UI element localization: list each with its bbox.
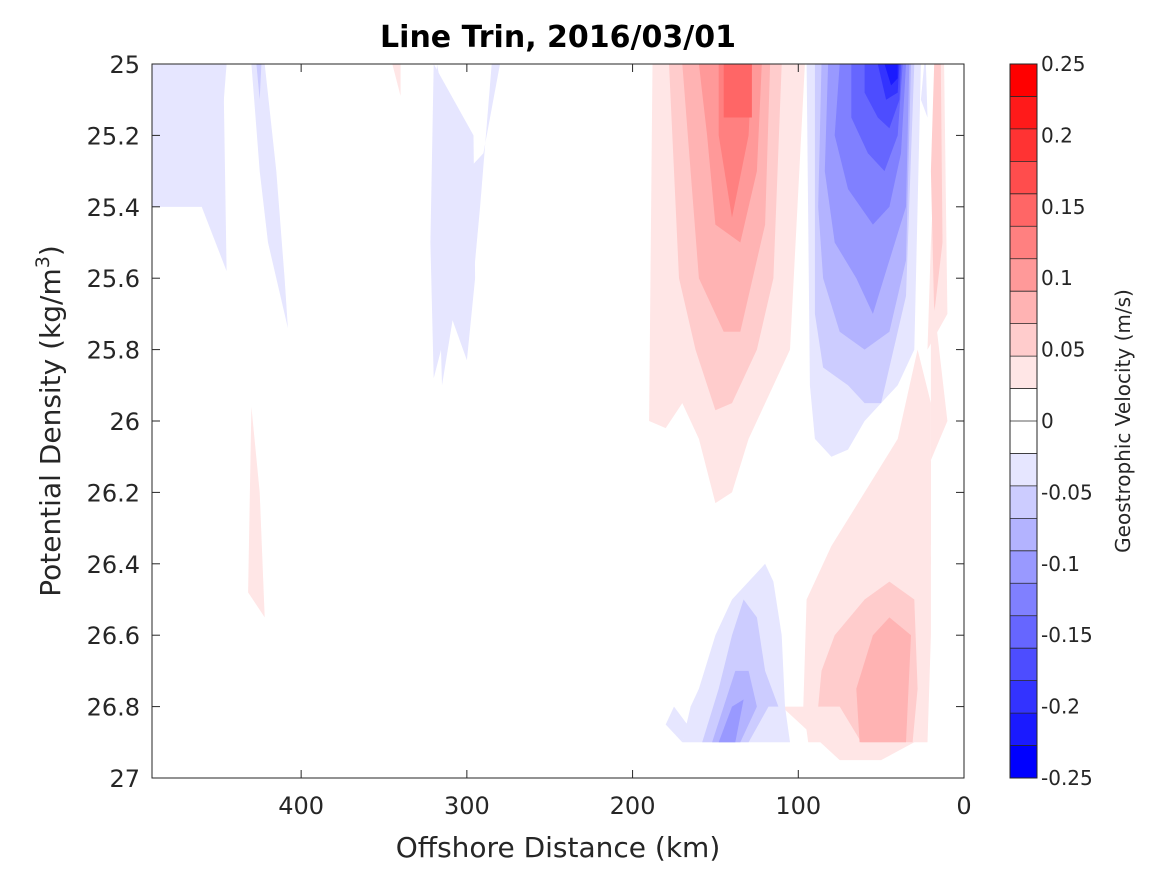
colorbar-swatches <box>1010 64 1037 779</box>
colorbar-tick-label: -0.25 <box>1041 766 1093 790</box>
colorbar-swatch <box>1010 161 1037 195</box>
colorbar-ticks: 0.25 0.2 0.15 0.1 0.05 0 -0.05 -0.1 -0.15 -0.2 -0.… <box>1041 52 1093 790</box>
colorbar-swatch <box>1010 226 1037 260</box>
colorbar-swatch <box>1010 745 1037 779</box>
colorbar-swatch <box>1010 128 1037 162</box>
contour-region-6 <box>430 64 476 379</box>
y-tick-label: 26.4 <box>87 551 140 579</box>
y-tick-label: 25.6 <box>87 265 140 293</box>
colorbar-label: Geostrophic Velocity (m/s) <box>1111 289 1135 553</box>
colorbar-tick-label: -0.1 <box>1041 552 1080 576</box>
contour-region-29 <box>856 617 911 743</box>
colorbar-tick-label: -0.15 <box>1041 623 1093 647</box>
y-axis-label-superscript: 3 <box>32 256 54 268</box>
colorbar-swatch <box>1010 258 1037 292</box>
x-tick-label: 200 <box>610 792 656 820</box>
contour-region-3 <box>256 64 262 100</box>
chart-title: Line Trin, 2016/03/01 <box>380 20 736 55</box>
y-axis-label: Potential Density (kg/m3) <box>32 245 67 597</box>
colorbar-tick-label: -0.2 <box>1041 695 1080 719</box>
colorbar-tick-label: 0.1 <box>1041 266 1073 290</box>
y-tick-label: 25.2 <box>87 122 140 150</box>
colorbar-swatch <box>1010 680 1037 714</box>
x-tick-label: 300 <box>444 792 490 820</box>
colorbar-tick-label: 0.25 <box>1041 52 1086 76</box>
y-tick-label: 26.2 <box>87 479 140 507</box>
y-axis-label-close: ) <box>34 245 67 256</box>
colorbar-swatch <box>1010 96 1037 130</box>
contour-region-24 <box>930 64 943 314</box>
contour-region-13 <box>723 64 752 118</box>
contour-region-34 <box>718 699 744 743</box>
colorbar-swatch <box>1010 518 1037 552</box>
contour-region-1 <box>152 64 227 272</box>
y-tick-label: 25.8 <box>87 337 140 365</box>
colorbar-swatch <box>1010 323 1037 357</box>
y-axis-label-main: Potential Density (kg/m <box>34 268 67 597</box>
colorbar-swatch <box>1010 485 1037 519</box>
colorbar-tick-label: 0.2 <box>1041 123 1073 147</box>
colorbar-tick-label: 0.05 <box>1041 338 1086 362</box>
y-tick-label: 26 <box>109 408 140 436</box>
contour-region-25 <box>920 64 928 118</box>
plot-area <box>151 63 965 779</box>
y-tick-label: 25 <box>109 51 140 79</box>
colorbar-swatch <box>1010 64 1037 97</box>
colorbar-swatch <box>1010 388 1037 422</box>
contour-region-31 <box>665 706 688 743</box>
colorbar-tick-label: 0.15 <box>1041 195 1086 219</box>
y-tick-label: 26.6 <box>87 622 140 650</box>
y-tick-label: 25.4 <box>87 194 140 222</box>
colorbar-swatch <box>1010 615 1037 649</box>
x-tick-label: 400 <box>278 792 324 820</box>
x-axis: 400 300 200 100 0 <box>278 64 972 820</box>
contour-region-22 <box>884 64 898 86</box>
colorbar-swatch <box>1010 713 1037 746</box>
colorbar-swatch <box>1010 356 1037 389</box>
colorbar-tick-label: 0 <box>1041 409 1054 433</box>
colorbar-swatch <box>1010 648 1037 681</box>
colorbar-tick-label: -0.05 <box>1041 480 1093 504</box>
contour-region-4 <box>392 64 401 97</box>
contour-region-2 <box>251 64 288 329</box>
y-tick-label: 27 <box>109 765 140 793</box>
colorbar-swatch <box>1010 193 1037 227</box>
colorbar-frame <box>1009 63 1038 779</box>
colorbar-swatch <box>1010 550 1037 584</box>
y-axis: 25 25.2 25.4 25.6 25.8 26 26.2 26.4 26.6 26.8 27 <box>87 51 964 793</box>
contour-regions <box>152 64 948 761</box>
y-tick-label: 26.8 <box>87 694 140 722</box>
x-axis-label: Offshore Distance (km) <box>396 831 721 864</box>
colorbar: 0.25 0.2 0.15 0.1 0.05 0 -0.05 -0.1 -0.15 -0.2 -0.… <box>1009 52 1135 790</box>
x-tick-label: 0 <box>956 792 971 820</box>
colorbar-swatch <box>1010 583 1037 617</box>
x-tick-label: 100 <box>775 792 821 820</box>
contour-region-7 <box>248 406 265 618</box>
colorbar-swatch <box>1010 291 1037 324</box>
colorbar-swatch <box>1010 453 1037 487</box>
colorbar-swatch <box>1010 421 1037 454</box>
